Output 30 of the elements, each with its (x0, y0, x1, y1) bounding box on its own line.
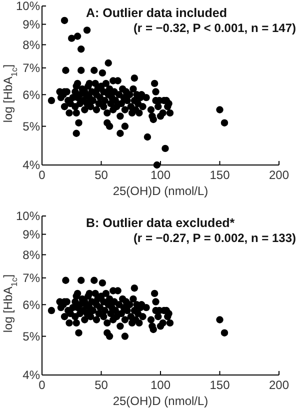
chart-title: A: Outlier data included (86, 6, 227, 20)
x-axis-title: 25(OH)D (nmol/L) (112, 184, 208, 198)
x-axis-title: 25(OH)D (nmol/L) (112, 394, 208, 408)
y-tick-label: 8% (22, 248, 40, 262)
y-tick-label: 10% (16, 0, 40, 14)
x-tick-label: 0 (38, 378, 46, 392)
x-tick-label: 200 (268, 168, 290, 182)
y-tick-label: 4% (22, 368, 40, 382)
y-tick-label: 8% (22, 38, 40, 52)
y-tick-label: 9% (22, 17, 40, 32)
y-tick-label: 7% (22, 271, 40, 286)
y-tick-label: 7% (22, 61, 40, 76)
x-tick-label: 50 (94, 168, 108, 182)
text: (r = −0.27, P = 0.002, n = 133) (133, 231, 296, 245)
x-tick-label: 150 (210, 168, 230, 182)
y-tick-label: 6% (22, 88, 40, 102)
y-tick-label: 10% (16, 209, 40, 224)
y-tick-label: 9% (22, 227, 40, 242)
text: (r = −0.32, P < 0.001, n = 147) (133, 21, 296, 35)
x-tick-label: 0 (38, 168, 46, 182)
y-tick-label: 4% (22, 158, 40, 172)
y-tick-label: 6% (22, 298, 40, 312)
x-tick-label: 150 (210, 378, 230, 392)
y-tick-label: 5% (22, 329, 40, 344)
chart-title: B: Outlier data excluded* (86, 216, 235, 230)
x-tick-label: 100 (150, 378, 171, 392)
x-tick-label: 100 (150, 168, 171, 182)
x-tick-label: 50 (94, 378, 108, 392)
y-tick-label: 5% (22, 119, 40, 134)
x-tick-label: 200 (268, 378, 290, 392)
